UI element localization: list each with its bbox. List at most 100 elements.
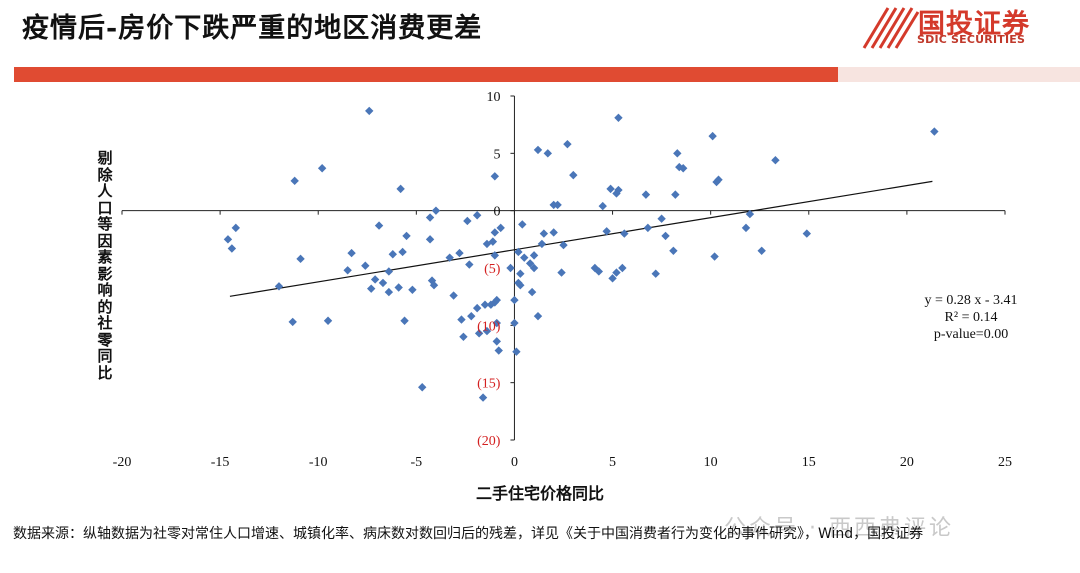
data-point [490, 228, 500, 237]
trendline-group [229, 180, 933, 297]
data-point [594, 267, 604, 276]
data-point [618, 263, 627, 273]
data-point [490, 251, 500, 260]
regression-equation: y = 0.28 x - 3.41 R² = 0.14 p-value=0.00 [906, 292, 1036, 343]
data-point [559, 240, 568, 250]
data-point [533, 145, 543, 155]
data-point [492, 295, 501, 305]
data-point [492, 318, 501, 328]
data-point [472, 211, 482, 220]
data-point [482, 326, 492, 336]
data-point [457, 315, 466, 324]
data-point [361, 261, 370, 270]
data-point [549, 228, 558, 237]
data-point [374, 221, 384, 230]
data-point [431, 206, 441, 215]
data-point [510, 318, 519, 328]
data-point [514, 247, 523, 257]
data-point [449, 291, 458, 300]
x-tick-label: -15 [211, 455, 230, 470]
data-point [590, 263, 600, 273]
data-point [516, 269, 525, 278]
logo-english-name: SDIC SECURITIES [917, 33, 1026, 46]
data-point [425, 213, 435, 222]
data-point [488, 237, 498, 246]
chart-axes [121, 95, 1006, 441]
data-point [673, 149, 682, 158]
data-point [402, 231, 411, 241]
data-point [290, 176, 299, 186]
equation-line: y = 0.28 x - 3.41 [924, 293, 1018, 308]
data-point [661, 231, 670, 241]
data-point [553, 200, 562, 210]
data-point [612, 268, 621, 277]
data-point [467, 311, 476, 321]
data-point [323, 316, 333, 325]
data-point [474, 329, 484, 338]
data-point [533, 311, 543, 321]
data-point [343, 266, 352, 275]
watermark-text: 公众号 · 西西弗评论 [724, 516, 954, 541]
data-point [388, 250, 397, 259]
data-point [384, 267, 394, 276]
data-point [231, 223, 241, 233]
data-point [525, 259, 535, 268]
data-point [543, 149, 553, 158]
data-point [710, 252, 719, 261]
y-tick-label: (15) [477, 377, 501, 392]
x-axis-label: 二手住宅价格同比 [475, 484, 604, 503]
data-point [608, 274, 617, 283]
data-point [370, 275, 380, 284]
data-point [510, 295, 519, 305]
x-tick-label: -10 [309, 455, 328, 470]
data-point [490, 172, 500, 181]
data-point [478, 393, 488, 402]
data-point [480, 300, 490, 309]
data-point [651, 269, 660, 278]
data-point [455, 248, 464, 258]
data-point [506, 263, 515, 273]
data-point [367, 284, 376, 293]
y-tick-label: 0 [493, 205, 500, 220]
y-tick-label: 10 [486, 90, 500, 105]
data-point [678, 164, 688, 173]
data-point [527, 287, 537, 297]
data-point [643, 223, 653, 233]
data-point [802, 229, 812, 238]
data-point [518, 220, 527, 229]
data-point [657, 214, 666, 223]
data-point [569, 170, 578, 180]
x-tick-label: 20 [900, 455, 914, 470]
data-point [930, 127, 939, 136]
logo-mark-icon [862, 7, 920, 49]
data-point [398, 247, 407, 257]
y-tick-label: 5 [493, 147, 500, 162]
p-value-line: p-value=0.00 [933, 327, 1009, 342]
data-point [317, 164, 327, 173]
data-point [614, 185, 623, 195]
header-accent-bar-light [838, 67, 1080, 82]
data-point [378, 278, 388, 288]
data-point [669, 246, 678, 255]
data-point [445, 253, 454, 262]
data-point [274, 282, 284, 291]
data-point [472, 303, 482, 313]
r-squared-line: R² = 0.14 [944, 310, 998, 325]
data-point [418, 383, 427, 392]
data-point [614, 113, 623, 122]
data-point [537, 239, 547, 249]
data-point [394, 283, 403, 292]
data-point [516, 281, 525, 290]
y-tick-label: (5) [484, 262, 501, 277]
data-point [520, 253, 529, 262]
x-tick-labels: -20 -15 -10 -5 0 5 10 15 20 25 [113, 455, 1012, 470]
data-point [671, 190, 680, 199]
data-point [459, 332, 468, 341]
data-point [396, 184, 405, 194]
x-tick-label: 10 [704, 455, 718, 470]
y-tick-label: (20) [477, 434, 501, 449]
data-point [641, 190, 651, 199]
data-point [227, 244, 237, 253]
data-point [612, 189, 621, 198]
